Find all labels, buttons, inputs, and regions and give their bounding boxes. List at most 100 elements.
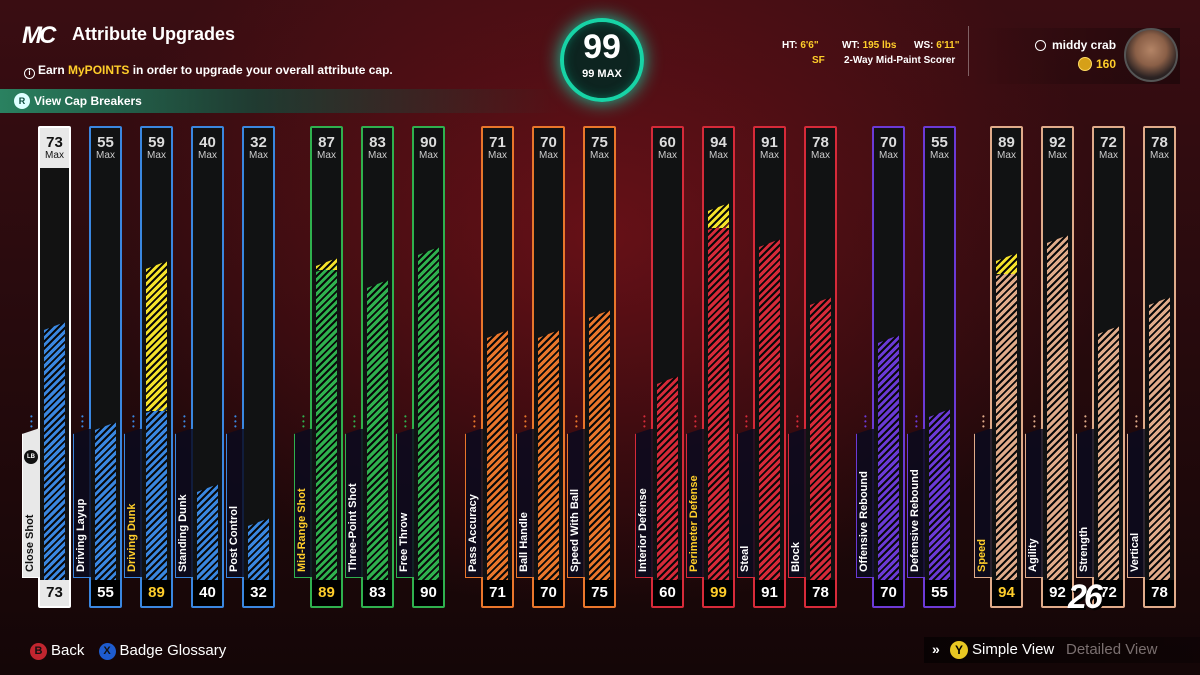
view-toggle[interactable]: » Y Simple View Detailed View	[924, 637, 1200, 663]
attribute-bar[interactable]: 87 Max 89	[310, 126, 343, 608]
attribute-fill	[95, 422, 116, 606]
x-button-icon: X	[98, 643, 116, 660]
attribute-cap-value: 55	[931, 134, 948, 151]
bar-dots-icon: • • •	[404, 412, 407, 431]
attribute-bar[interactable]: 59 Max 89	[140, 126, 173, 608]
attribute-bar[interactable]: 94 Max 99	[702, 126, 735, 608]
detailed-view-option[interactable]: Detailed View	[1066, 641, 1158, 658]
attribute-cap-value: 78	[1151, 134, 1168, 151]
attribute-bar[interactable]: 72 Max 72	[1092, 126, 1125, 608]
subtitle: i Earn MyPOINTS in order to upgrade your …	[24, 63, 393, 79]
attribute-max-label: Max	[1099, 150, 1118, 161]
attribute-fill	[1098, 326, 1119, 606]
attribute-bar[interactable]: 73 Max 73	[38, 126, 71, 608]
attribute-fill	[487, 330, 508, 606]
attribute-bar[interactable]: 83 Max 83	[361, 126, 394, 608]
bar-dots-icon: • • •	[302, 412, 305, 431]
simple-view-option[interactable]: Simple View	[972, 641, 1055, 658]
attribute-current-value: 78	[1145, 580, 1174, 606]
attribute-fill	[878, 335, 899, 606]
attribute-current-value: 71	[483, 580, 512, 606]
header: MC Attribute Upgrades i Earn MyPOINTS in …	[0, 0, 1200, 120]
bar-dots-icon: • • •	[132, 412, 135, 431]
wingspan-value: 6'11"	[936, 40, 960, 51]
back-button[interactable]: B Back	[30, 642, 84, 660]
attribute-current-value: 90	[414, 580, 443, 606]
attribute-name: Defensive Rebound	[909, 469, 921, 572]
attribute-bar[interactable]: 78 Max 78	[804, 126, 837, 608]
attribute-name: Speed With Ball	[569, 488, 581, 572]
attribute-bar[interactable]: 90 Max 90	[412, 126, 445, 608]
attribute-current-value: 55	[925, 580, 954, 606]
attribute-current-value: 70	[534, 580, 563, 606]
attribute-bar[interactable]: 55 Max 55	[89, 126, 122, 608]
bar-dots-icon: • • •	[473, 412, 476, 431]
gamertag: middy crab	[1052, 38, 1117, 52]
attribute-bar[interactable]: 70 Max 70	[532, 126, 565, 608]
attribute-bar[interactable]: 40 Max 40	[191, 126, 224, 608]
attribute-bar[interactable]: 60 Max 60	[651, 126, 684, 608]
lb-button-icon: LB	[24, 450, 38, 464]
bar-dots-icon: • • •	[575, 412, 578, 431]
attribute-bar[interactable]: 75 Max 75	[583, 126, 616, 608]
attribute-bar[interactable]: 78 Max 78	[1143, 126, 1176, 608]
attribute-bar[interactable]: 71 Max 71	[481, 126, 514, 608]
attribute-cap-value: 91	[761, 134, 778, 151]
vc-balance: 160	[1096, 57, 1117, 71]
attribute-bar[interactable]: 91 Max 91	[753, 126, 786, 608]
bar-dots-icon: • • •	[796, 412, 799, 431]
attribute-cap-value: 94	[710, 134, 727, 151]
attribute-fill	[538, 330, 559, 606]
attribute-cap-value: 92	[1049, 134, 1066, 151]
attribute-cap-value: 89	[998, 134, 1015, 151]
attribute-max-label: Max	[1048, 150, 1067, 161]
attribute-fill	[708, 222, 729, 606]
bar-dots-icon: • • •	[81, 412, 84, 431]
attribute-cap-value: 72	[1100, 134, 1117, 151]
overall-value: 99	[583, 28, 621, 66]
attribute-max-label: Max	[96, 150, 115, 161]
attribute-bar[interactable]: 89 Max 94	[990, 126, 1023, 608]
attribute-name: Steal	[739, 545, 751, 572]
badge-glossary-button[interactable]: X Badge Glossary	[98, 642, 226, 660]
y-button-icon: Y	[950, 641, 968, 659]
attribute-bar[interactable]: 70 Max 70	[872, 126, 905, 608]
attribute-cap-value: 78	[812, 134, 829, 151]
nba2k26-logo: 26	[1068, 578, 1103, 616]
attribute-bar[interactable]: 32 Max 32	[242, 126, 275, 608]
bar-dots-icon: • • •	[745, 412, 748, 431]
bar-dots-icon: • • •	[1135, 412, 1138, 431]
attribute-cap-value: 60	[659, 134, 676, 151]
attribute-max-label: Max	[811, 150, 830, 161]
attribute-name: Agility	[1027, 538, 1039, 572]
archetype-value: 2-Way Mid-Paint Scorer	[844, 55, 956, 66]
bar-dots-icon: • • •	[864, 412, 867, 431]
selected-highlight	[40, 128, 69, 168]
subtitle-mypoints: MyPOINTS	[68, 63, 130, 77]
attribute-max-label: Max	[539, 150, 558, 161]
attribute-current-value: 91	[755, 580, 784, 606]
attribute-fill	[996, 268, 1017, 606]
attribute-bar[interactable]: 55 Max 55	[923, 126, 956, 608]
view-cap-breakers-button[interactable]: R View Cap Breakers	[0, 89, 560, 113]
mycareer-logo: MC	[22, 22, 56, 49]
attribute-name: Ball Handle	[518, 512, 530, 572]
attribute-name: Offensive Rebound	[858, 471, 870, 572]
bar-dots-icon: • • •	[30, 412, 33, 431]
attribute-max-label: Max	[709, 150, 728, 161]
attribute-max-label: Max	[997, 150, 1016, 161]
attribute-fill	[929, 409, 950, 606]
bar-dots-icon: • • •	[524, 412, 527, 431]
position-value: SF	[812, 55, 825, 66]
attribute-name: Strength	[1078, 526, 1090, 572]
attribute-cap-value: 59	[148, 134, 165, 151]
xbox-icon	[1035, 40, 1046, 51]
attribute-name: Speed	[976, 538, 988, 572]
attribute-name: Post Control	[228, 506, 240, 572]
bar-dots-icon: • • •	[1033, 412, 1036, 431]
attribute-max-label: Max	[45, 150, 64, 161]
attribute-max-label: Max	[419, 150, 438, 161]
attribute-bar[interactable]: 92 Max 92	[1041, 126, 1074, 608]
attribute-cap-value: 90	[420, 134, 437, 151]
vc-coin-icon	[1078, 57, 1092, 71]
